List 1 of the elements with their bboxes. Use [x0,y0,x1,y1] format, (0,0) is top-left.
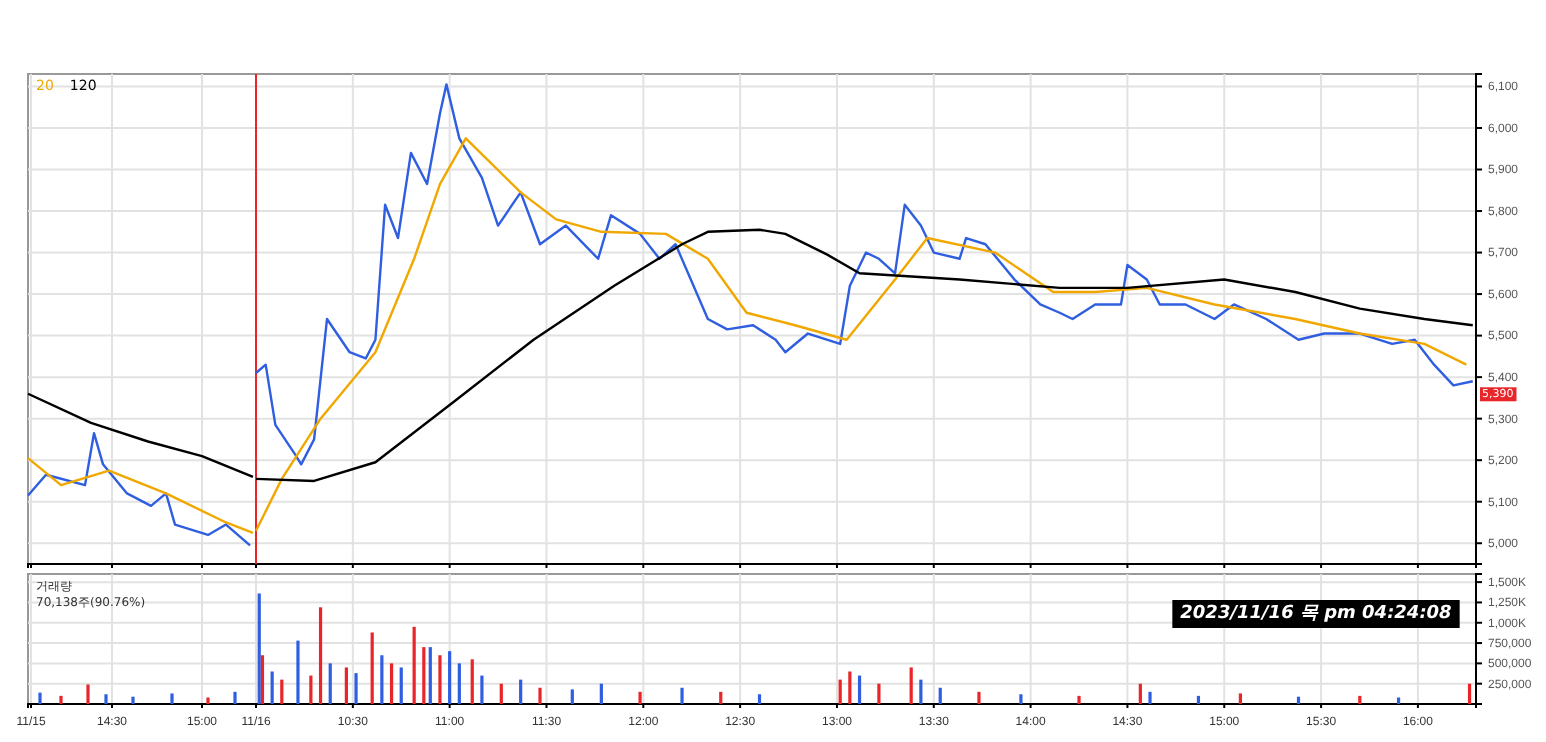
annotation: 2023/11/16 목 pm 04:24:08 [1180,604,1452,624]
